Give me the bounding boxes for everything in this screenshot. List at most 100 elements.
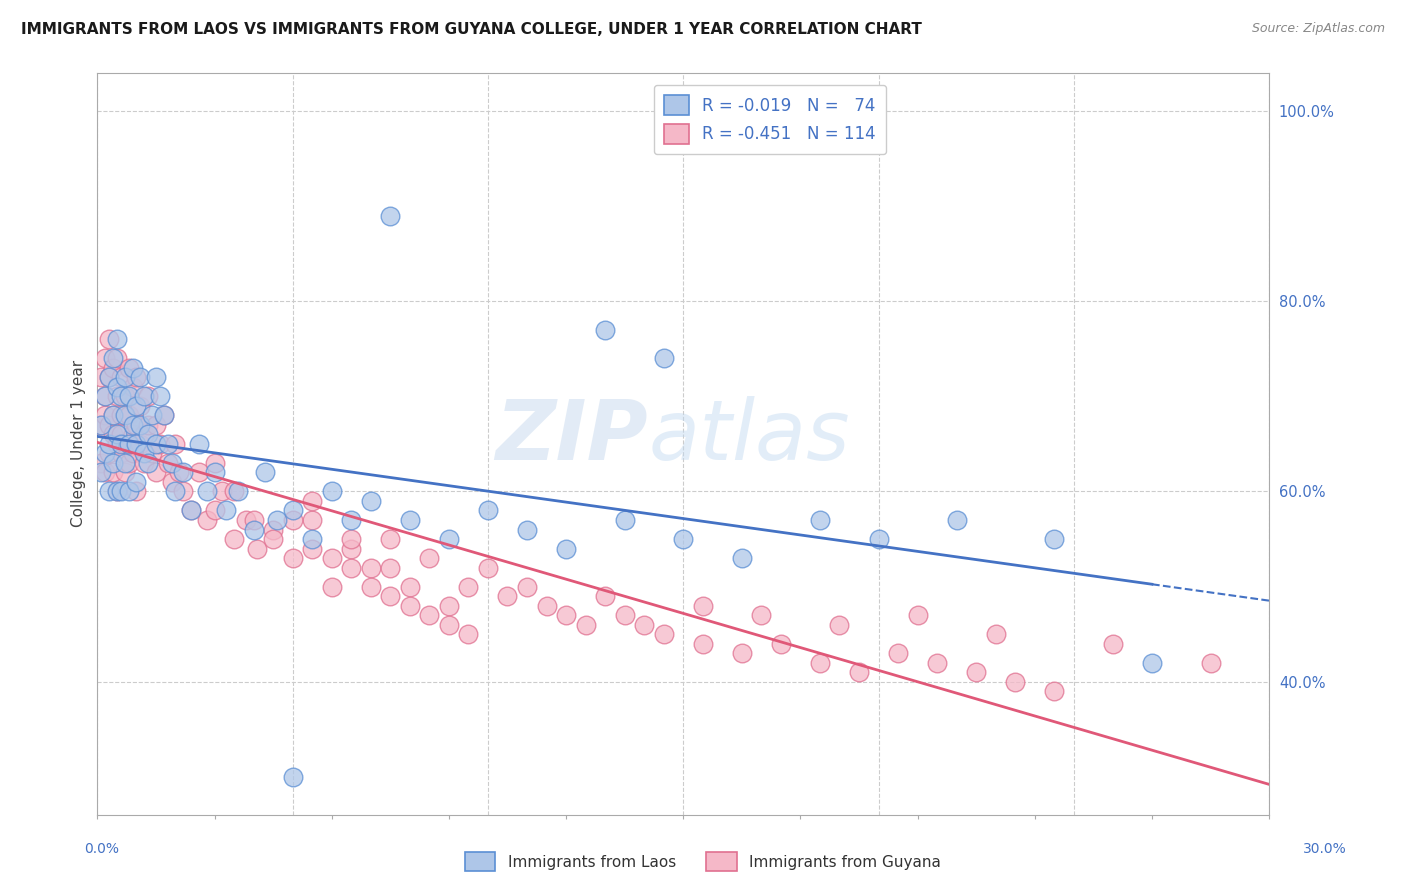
Point: [105, 484, 128, 499]
Point: [101, 427, 124, 442]
Point: [613, 513, 636, 527]
Point: [165, 484, 187, 499]
Point: [187, 437, 209, 451]
Point: [731, 551, 754, 566]
Point: [94, 389, 117, 403]
Point: [281, 551, 304, 566]
Point: [94, 409, 117, 423]
Point: [262, 523, 284, 537]
Point: [145, 370, 167, 384]
Legend: R = -0.019   N =   74, R = -0.451   N = 114: R = -0.019 N = 74, R = -0.451 N = 114: [654, 85, 886, 154]
Point: [195, 513, 218, 527]
Point: [340, 541, 363, 556]
Point: [246, 541, 269, 556]
Point: [301, 513, 323, 527]
Point: [98, 332, 121, 346]
Point: [125, 370, 148, 384]
Point: [215, 503, 238, 517]
Point: [145, 466, 167, 480]
Point: [114, 437, 136, 451]
Point: [114, 456, 136, 470]
Point: [242, 523, 264, 537]
Point: [117, 484, 139, 499]
Point: [129, 417, 152, 432]
Point: [125, 437, 148, 451]
Point: [380, 532, 402, 546]
Point: [117, 456, 139, 470]
Point: [652, 627, 675, 641]
Point: [398, 513, 420, 527]
Point: [808, 656, 831, 670]
Text: atlas: atlas: [648, 396, 849, 477]
Point: [98, 370, 121, 384]
Point: [398, 580, 420, 594]
Point: [180, 503, 202, 517]
Point: [110, 427, 132, 442]
Point: [242, 513, 264, 527]
Point: [98, 484, 121, 499]
Point: [321, 580, 343, 594]
Point: [360, 580, 382, 594]
Point: [254, 466, 277, 480]
Point: [204, 503, 226, 517]
Point: [692, 599, 714, 613]
Point: [418, 551, 440, 566]
Point: [418, 608, 440, 623]
Point: [90, 370, 112, 384]
Point: [125, 475, 148, 489]
Point: [90, 417, 112, 432]
Point: [437, 617, 460, 632]
Point: [457, 627, 479, 641]
Point: [90, 417, 112, 432]
Point: [134, 446, 156, 460]
Point: [1102, 637, 1125, 651]
Point: [136, 427, 159, 442]
Point: [172, 484, 194, 499]
Point: [235, 513, 257, 527]
Point: [204, 466, 226, 480]
Point: [887, 646, 910, 660]
Point: [496, 589, 519, 603]
Point: [195, 484, 218, 499]
Point: [1004, 674, 1026, 689]
Point: [222, 532, 245, 546]
Point: [477, 503, 499, 517]
Text: 0.0%: 0.0%: [84, 842, 118, 855]
Point: [156, 456, 179, 470]
Point: [340, 513, 363, 527]
Point: [94, 351, 117, 366]
Point: [692, 637, 714, 651]
Point: [226, 484, 249, 499]
Point: [121, 360, 143, 375]
Point: [105, 427, 128, 442]
Point: [281, 513, 304, 527]
Point: [101, 456, 124, 470]
Point: [90, 466, 112, 480]
Point: [652, 351, 675, 366]
Point: [828, 617, 851, 632]
Point: [114, 370, 136, 384]
Point: [751, 608, 773, 623]
Point: [134, 389, 156, 403]
Point: [848, 665, 870, 680]
Point: [555, 541, 578, 556]
Point: [141, 409, 163, 423]
Point: [94, 389, 117, 403]
Point: [125, 399, 148, 413]
Point: [101, 360, 124, 375]
Point: [145, 417, 167, 432]
Point: [110, 409, 132, 423]
Point: [125, 417, 148, 432]
Point: [516, 580, 538, 594]
Point: [169, 466, 191, 480]
Point: [927, 656, 949, 670]
Point: [555, 608, 578, 623]
Point: [516, 523, 538, 537]
Point: [613, 608, 636, 623]
Point: [98, 370, 121, 384]
Point: [101, 409, 124, 423]
Point: [222, 484, 245, 499]
Point: [105, 332, 128, 346]
Point: [136, 417, 159, 432]
Point: [98, 437, 121, 451]
